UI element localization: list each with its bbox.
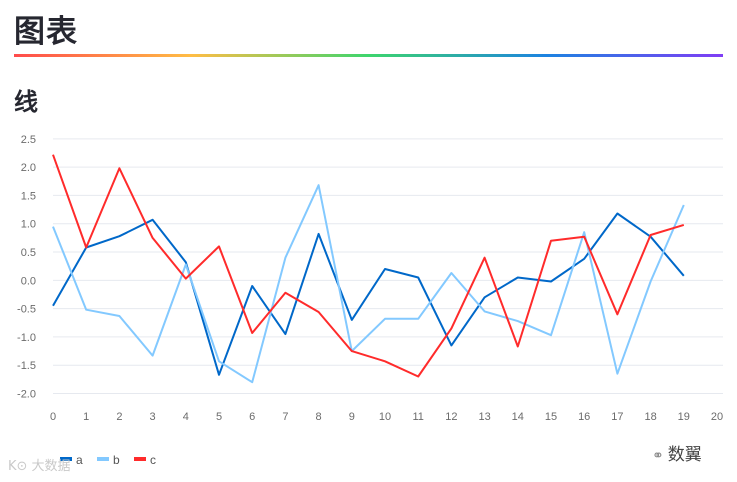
x-tick-label: 20 bbox=[711, 411, 723, 423]
y-tick-label: 2.5 bbox=[21, 134, 36, 146]
y-tick-label: 1.5 bbox=[21, 190, 36, 202]
legend: a b c bbox=[60, 453, 156, 467]
y-tick-label: -1.0 bbox=[17, 332, 36, 344]
watermark-right-text: 数翼 bbox=[667, 445, 702, 465]
y-tick-label: -1.5 bbox=[17, 360, 36, 372]
x-tick-label: 5 bbox=[216, 411, 222, 423]
line-chart: 2.52.01.51.00.50.0-0.5-1.0-1.5-2.00 1 2 3 4 5… bbox=[17, 134, 723, 467]
y-tick-label: -2.0 bbox=[17, 389, 36, 401]
y-tick-label: 1.0 bbox=[21, 219, 36, 231]
x-tick-label: 1 bbox=[83, 411, 89, 423]
x-tick-label: 18 bbox=[644, 411, 656, 423]
x-tick-label: 9 bbox=[349, 411, 355, 423]
x-tick-label: 14 bbox=[512, 411, 524, 423]
x-tick-label: 15 bbox=[545, 411, 557, 423]
x-tick-label: 11 bbox=[412, 411, 423, 423]
page-title: 图表 bbox=[14, 14, 78, 50]
legend-label-c: c bbox=[150, 453, 156, 467]
grid-layer bbox=[53, 138, 723, 395]
x-tick-label: 19 bbox=[678, 411, 690, 423]
series-layer bbox=[52, 154, 685, 384]
y-tick-label: -0.5 bbox=[17, 304, 36, 316]
x-tick-label: 4 bbox=[183, 411, 189, 423]
x-tick-label: 6 bbox=[249, 411, 255, 423]
y-tick-label: 0.5 bbox=[21, 247, 36, 259]
x-tick-label: 0 bbox=[50, 411, 56, 423]
axis-layer: 2.52.01.51.00.50.0-0.5-1.0-1.5-2.00 1 2 3 4 5… bbox=[17, 134, 723, 423]
x-tick-label: 17 bbox=[611, 411, 623, 423]
x-tick-label: 2 bbox=[116, 411, 122, 423]
x-tick-label: 12 bbox=[445, 411, 457, 423]
series-line-a bbox=[52, 212, 685, 376]
section-heading: 线 bbox=[14, 88, 38, 116]
title-divider bbox=[14, 54, 723, 57]
x-tick-label: 13 bbox=[478, 411, 490, 423]
y-tick-label: 0.0 bbox=[21, 275, 36, 287]
watermark-right: ⚭ 数翼 bbox=[652, 440, 702, 465]
x-tick-label: 7 bbox=[282, 411, 288, 423]
watermark-left: K⊙ 大数据 bbox=[8, 459, 71, 474]
legend-swatch-a bbox=[60, 457, 72, 461]
x-tick-label: 8 bbox=[316, 411, 322, 423]
x-tick-label: 16 bbox=[578, 411, 590, 423]
x-tick-label: 3 bbox=[150, 411, 156, 423]
wechat-icon: ⚭ bbox=[652, 448, 664, 464]
series-line-b bbox=[52, 184, 685, 384]
legend-swatch-c bbox=[134, 457, 146, 461]
series-line-c bbox=[52, 154, 685, 378]
legend-label-a: a bbox=[76, 453, 83, 467]
legend-label-b: b bbox=[113, 453, 120, 467]
legend-swatch-b bbox=[97, 457, 109, 461]
x-tick-label: 10 bbox=[379, 411, 391, 423]
y-tick-label: 2.0 bbox=[21, 162, 36, 174]
